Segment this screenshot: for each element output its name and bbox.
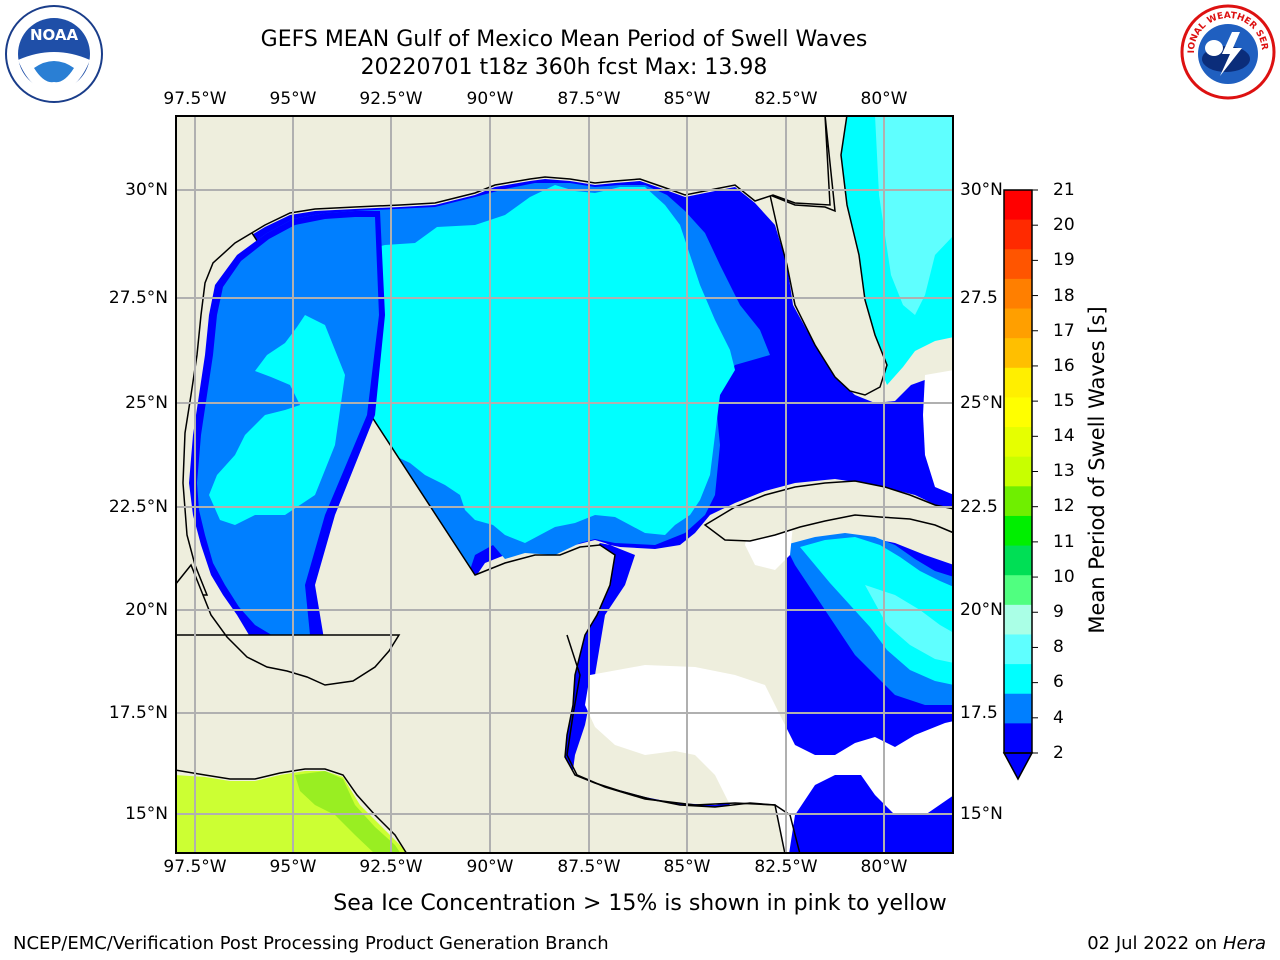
colorbar-swatch (1004, 486, 1032, 517)
lon-tick-label-bottom: 90°W (466, 857, 514, 877)
caribbean-swell-6-8s-region (865, 585, 954, 663)
footer-credit: NCEP/EMC/Verification Post Processing Pr… (13, 933, 609, 954)
colorbar (1000, 184, 1044, 788)
chart-subtitle: 20220701 t18z 360h fcst Max: 13.98 (360, 55, 768, 80)
lon-tick-label-bottom: 85°W (663, 857, 711, 877)
colorbar-title: Mean Period of Swell Waves [s] (1085, 306, 1109, 634)
footer-date: 02 Jul 2022 on Hera (1087, 933, 1266, 954)
colorbar-swatch (1004, 249, 1032, 280)
lon-tick-label-top: 90°W (466, 89, 514, 109)
colorbar-label: 16 (1053, 356, 1075, 376)
colorbar-label: 6 (1053, 672, 1064, 692)
national-weather-service-logo-icon: NATIONAL WEATHER SERVICE (1176, 0, 1276, 104)
mexico-land (175, 563, 401, 686)
lon-tick-label-top: 85°W (663, 89, 711, 109)
lon-tick-label-bottom: 92.5°W (359, 857, 423, 877)
lon-tick-label-bottom: 87.5°W (557, 857, 621, 877)
caribbean-nodata-patch (923, 370, 954, 495)
lat-tick-label-right: 27.5 (960, 288, 998, 308)
colorbar-label: 9 (1053, 602, 1064, 622)
lon-tick-label-top: 87.5°W (557, 89, 621, 109)
colorbar-swatch (1004, 278, 1032, 310)
sea-ice-note: Sea Ice Concentration > 15% is shown in … (333, 891, 947, 916)
colorbar-label: 19 (1053, 250, 1075, 270)
colorbar-swatch (1004, 367, 1032, 398)
lon-tick-label-top: 82.5°W (754, 89, 818, 109)
graticule (175, 115, 954, 854)
florida-land (768, 115, 888, 396)
lon-tick-label-top: 97.5°W (163, 89, 227, 109)
colorbar-swatch (1004, 604, 1032, 635)
lat-tick-label-right: 20°N (960, 600, 1003, 620)
colorbar-label: 12 (1053, 496, 1075, 516)
colorbar-swatch (1004, 545, 1032, 576)
colorbar-label: 10 (1053, 567, 1075, 587)
colorbar-extend-arrow (1002, 752, 1034, 781)
colorbar-swatch (1004, 308, 1032, 339)
colorbar-swatch (1004, 190, 1032, 221)
atlantic-swell-6-8s-region (875, 115, 954, 315)
lat-tick-label-left: 17.5°N (108, 703, 168, 723)
lon-tick-label-top: 95°W (269, 89, 317, 109)
lat-tick-label-left: 30°N (125, 180, 168, 200)
colorbar-swatch (1004, 664, 1032, 695)
colorbar-swatch (1004, 575, 1032, 606)
lon-tick-label-top: 92.5°W (359, 89, 423, 109)
colorbar-swatch (1004, 338, 1032, 369)
lon-tick-label-top: 80°W (860, 89, 908, 109)
colorbar-swatch (1004, 515, 1032, 547)
colorbar-label: 13 (1053, 461, 1075, 481)
lat-tick-label-left: 22.5°N (108, 497, 168, 517)
lon-tick-label-bottom: 82.5°W (754, 857, 818, 877)
footer-host: Hera (1222, 933, 1266, 954)
lat-tick-label-left: 25°N (125, 393, 168, 413)
lat-tick-label-left: 27.5°N (108, 288, 168, 308)
map-svg (175, 115, 954, 854)
colorbar-label: 8 (1053, 637, 1064, 657)
map-panel (175, 115, 954, 854)
pacific-swell-high-patch (295, 771, 401, 854)
colorbar-label: 15 (1053, 391, 1075, 411)
colorbar-swatch (1004, 219, 1032, 250)
lon-tick-label-bottom: 95°W (269, 857, 317, 877)
colorbar-label: 20 (1053, 215, 1075, 235)
us-coast-land (175, 115, 831, 596)
colorbar-label: 21 (1053, 180, 1075, 200)
gulf-west-4-6s (209, 315, 345, 525)
lat-tick-label-right: 17.5 (960, 703, 998, 723)
colorbar-label: 17 (1053, 321, 1075, 341)
footer-date-text: 02 Jul 2022 on (1087, 933, 1223, 954)
lon-tick-label-bottom: 80°W (860, 857, 908, 877)
colorbar-svg (1002, 189, 1038, 781)
colorbar-label: 14 (1053, 426, 1075, 446)
lat-tick-label-right: 15°N (960, 804, 1003, 824)
lat-tick-label-left: 20°N (125, 600, 168, 620)
colorbar-swatch (1004, 397, 1032, 428)
colorbar-label: 18 (1053, 286, 1075, 306)
lat-tick-label-left: 15°N (125, 804, 168, 824)
lon-tick-label-bottom: 97.5°W (163, 857, 227, 877)
lat-tick-label-right: 22.5 (960, 497, 998, 517)
cuba-land (703, 480, 954, 542)
colorbar-swatch (1004, 456, 1032, 487)
pacific-swell-region (175, 771, 407, 854)
map-frame (175, 115, 954, 854)
colorbar-label: 2 (1053, 743, 1064, 763)
colorbar-label: 11 (1053, 532, 1075, 552)
lat-tick-label-right: 25°N (960, 393, 1003, 413)
noaa-logo-text: NOAA (30, 26, 79, 44)
noaa-logo-icon: NOAA (4, 4, 104, 108)
colorbar-label: 4 (1053, 708, 1064, 728)
chart-title: GEFS MEAN Gulf of Mexico Mean Period of … (260, 27, 868, 52)
colorbar-swatch (1004, 427, 1032, 458)
central-america-coastline (566, 634, 801, 854)
lat-tick-label-right: 30°N (960, 180, 1003, 200)
colorbar-swatch (1004, 693, 1032, 724)
colorbar-swatch (1004, 723, 1032, 754)
colorbar-swatch (1004, 634, 1032, 665)
